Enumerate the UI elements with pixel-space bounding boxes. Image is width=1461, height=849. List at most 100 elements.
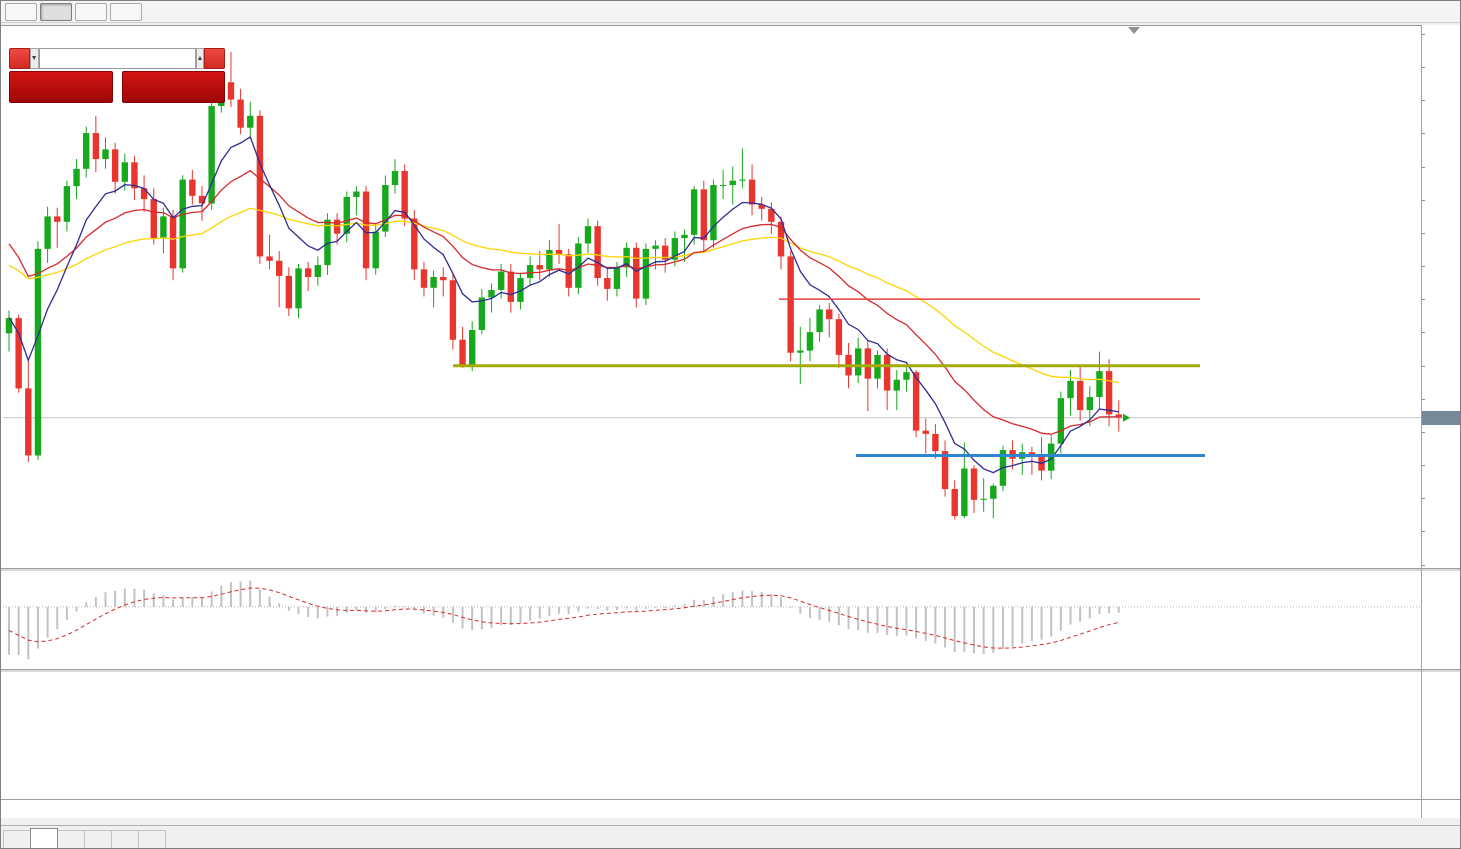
macd-histogram-bar (143, 589, 146, 607)
macd-histogram-bar (644, 606, 647, 609)
candle-body (1086, 397, 1093, 411)
candle-body (729, 180, 736, 186)
macd-histogram-bar (934, 606, 937, 644)
macd-histogram-bar (548, 606, 551, 616)
macd-histogram-bar (693, 599, 696, 607)
price-scale-tick (1422, 465, 1425, 467)
macd-histogram-bar (982, 606, 985, 654)
sell-price-box[interactable] (9, 71, 113, 103)
candle-body (1115, 414, 1122, 418)
candle-body (546, 249, 553, 270)
macd-histogram-bar (65, 606, 68, 620)
price-scale-tick (1422, 398, 1425, 400)
candle-body (719, 185, 727, 187)
macd-histogram-bar (760, 592, 763, 607)
macd-histogram-bar (104, 592, 107, 607)
macd-histogram-bar (886, 606, 889, 636)
macd-histogram-bar (85, 602, 88, 607)
macd-histogram-bar (152, 593, 155, 607)
chart-title (11, 28, 19, 40)
macd-histogram-bar (915, 606, 918, 639)
macd-histogram-bar (625, 606, 628, 609)
macd-histogram-bar (432, 606, 435, 616)
macd-histogram-bar (664, 606, 667, 608)
macd-histogram-bar (287, 606, 290, 611)
macd-histogram-bar (123, 588, 126, 607)
macd-histogram-bar (857, 606, 860, 631)
candle-body (758, 204, 765, 209)
candle-body (256, 115, 264, 257)
chart-tab-eurchf[interactable] (138, 830, 166, 848)
candle-body (768, 208, 775, 222)
candle-body (613, 267, 621, 289)
price-scale-tick (1422, 498, 1425, 500)
macd-indicator-header (9, 573, 23, 585)
candle-body (536, 265, 543, 270)
macd-histogram-bar (394, 605, 396, 607)
macd-histogram-bar (229, 582, 232, 607)
macd-histogram-bar (422, 606, 425, 614)
candle-body (169, 216, 177, 269)
macd-histogram-bar (210, 591, 213, 607)
chart-shift-marker[interactable] (1128, 27, 1140, 34)
candle-body (690, 189, 698, 235)
macd-histogram-bar (336, 606, 339, 616)
candle-body (44, 216, 51, 249)
candle-body (787, 256, 794, 353)
candle-body (449, 280, 457, 340)
candle-body (314, 265, 321, 277)
candle-body (912, 372, 920, 431)
price-scale-tick (1422, 232, 1425, 234)
macd-histogram-bar (673, 605, 676, 607)
candle-body (990, 485, 997, 499)
candle-body (324, 219, 331, 266)
macd-histogram-bar (297, 606, 300, 615)
macd-histogram-bar (509, 606, 512, 625)
time-axis[interactable] (1, 800, 1421, 818)
candle-body (150, 199, 157, 239)
candle-body (681, 234, 688, 239)
buy-button[interactable] (204, 48, 225, 69)
buy-price-box[interactable] (121, 71, 225, 103)
volume-input[interactable] (38, 48, 196, 69)
candle-body (362, 191, 370, 269)
timeframe-button-d1[interactable] (40, 2, 72, 21)
macd-histogram-bar (413, 606, 416, 610)
panel-divider-macd[interactable] (1, 568, 1460, 571)
candle-body (160, 216, 167, 239)
price-scale-tick (1422, 299, 1425, 301)
panel-divider-rsi[interactable] (1, 669, 1460, 672)
candle-body (92, 133, 100, 160)
candle-body (642, 248, 650, 299)
price-scale-tick (1422, 431, 1425, 433)
candle-body (826, 309, 833, 320)
candle-body (15, 318, 22, 389)
candle-body (1096, 371, 1103, 398)
volume-increase-button[interactable]: ▲ (195, 48, 205, 69)
macd-histogram-bar (722, 594, 725, 607)
candle-body (980, 498, 987, 500)
sell-button[interactable] (9, 48, 30, 69)
volume-decrease-button[interactable]: ▼ (29, 48, 39, 69)
price-scale-border (1421, 25, 1422, 818)
macd-histogram-bar (239, 581, 242, 607)
macd-histogram-bar (365, 606, 368, 613)
chart-tab-audusd[interactable] (30, 828, 58, 848)
macd-histogram-bar (1079, 606, 1082, 622)
macd-histogram-bar (519, 606, 522, 624)
candle-body (459, 339, 466, 365)
candle-body (382, 185, 389, 232)
candle-body (227, 82, 235, 100)
candle-body (411, 218, 418, 270)
timeframe-button-h4[interactable] (5, 2, 37, 21)
macd-histogram-bar (345, 606, 348, 613)
macd-histogram-bar (403, 605, 406, 607)
candle-body (1105, 371, 1113, 415)
macd-histogram-bar (606, 606, 609, 611)
price-scale[interactable] (1422, 25, 1460, 818)
macd-histogram-bar (114, 590, 117, 607)
timeframe-button-mn[interactable] (110, 2, 142, 21)
timeframe-button-w1[interactable] (75, 2, 107, 21)
candle-body (304, 268, 312, 277)
